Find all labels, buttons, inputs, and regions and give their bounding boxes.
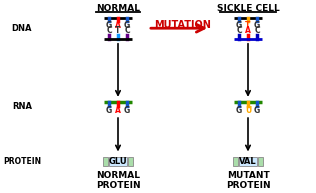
FancyBboxPatch shape: [239, 157, 257, 166]
FancyBboxPatch shape: [128, 157, 133, 166]
Text: A: A: [115, 106, 121, 115]
Text: G: G: [106, 21, 112, 30]
Text: GLU: GLU: [109, 157, 127, 166]
Text: T: T: [115, 26, 121, 35]
Text: PROTEIN: PROTEIN: [3, 157, 41, 166]
Text: DNA: DNA: [12, 24, 32, 33]
Text: MUTANT
PROTEIN: MUTANT PROTEIN: [226, 171, 270, 190]
Text: A: A: [245, 26, 251, 35]
Text: G: G: [236, 106, 242, 115]
FancyBboxPatch shape: [233, 157, 238, 166]
Text: C: C: [254, 26, 260, 35]
Text: T: T: [245, 21, 251, 30]
Text: NORMAL
PROTEIN: NORMAL PROTEIN: [96, 171, 140, 190]
Text: G: G: [106, 106, 112, 115]
Text: U: U: [245, 106, 251, 115]
Text: MUTATION: MUTATION: [155, 19, 211, 30]
Text: A: A: [115, 21, 121, 30]
Text: C: C: [124, 26, 130, 35]
Text: G: G: [254, 106, 260, 115]
Text: SICKLE CELL: SICKLE CELL: [217, 3, 279, 13]
Text: NORMAL: NORMAL: [96, 3, 140, 13]
FancyBboxPatch shape: [103, 157, 108, 166]
FancyBboxPatch shape: [258, 157, 263, 166]
Text: G: G: [124, 106, 130, 115]
Text: G: G: [236, 21, 242, 30]
Text: VAL: VAL: [239, 157, 257, 166]
Text: G: G: [254, 21, 260, 30]
Text: G: G: [124, 21, 130, 30]
Text: C: C: [106, 26, 112, 35]
Text: C: C: [236, 26, 242, 35]
Text: RNA: RNA: [12, 102, 32, 111]
FancyBboxPatch shape: [109, 157, 127, 166]
